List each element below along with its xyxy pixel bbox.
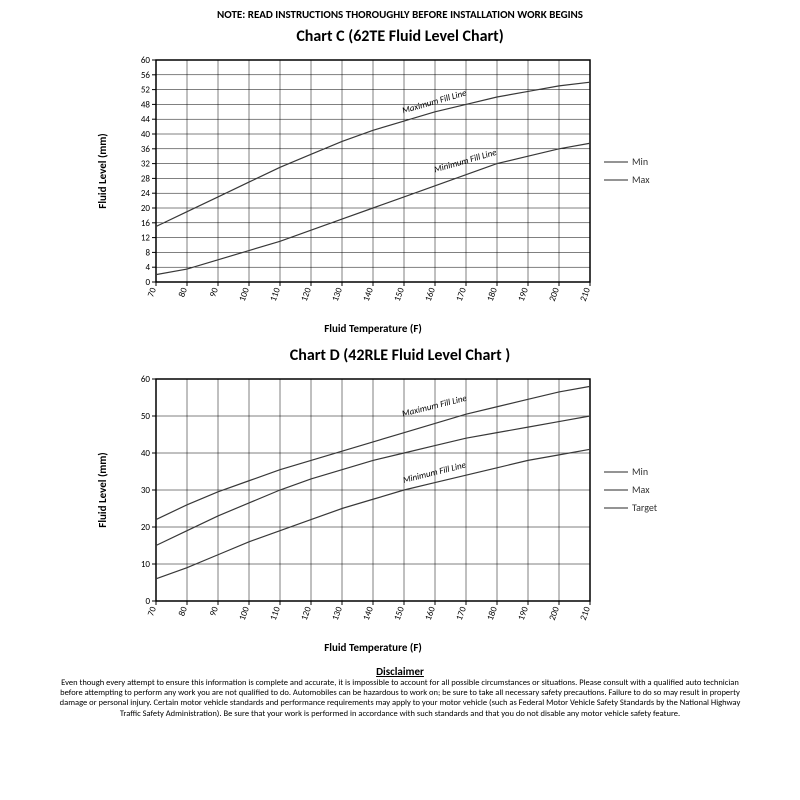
svg-text:Max: Max xyxy=(632,173,650,186)
svg-text:40: 40 xyxy=(141,448,151,459)
svg-text:100: 100 xyxy=(237,605,252,622)
svg-text:120: 120 xyxy=(299,605,314,622)
svg-text:180: 180 xyxy=(485,286,500,303)
svg-text:Fluid Level (mm): Fluid Level (mm) xyxy=(96,452,109,527)
svg-text:36: 36 xyxy=(141,144,151,155)
svg-text:12: 12 xyxy=(141,233,151,244)
svg-text:80: 80 xyxy=(176,605,190,618)
svg-text:20: 20 xyxy=(141,203,151,214)
svg-text:210: 210 xyxy=(578,286,593,303)
svg-text:Min: Min xyxy=(632,155,648,168)
svg-text:130: 130 xyxy=(330,605,345,622)
svg-text:90: 90 xyxy=(207,605,221,618)
svg-text:4: 4 xyxy=(145,262,150,273)
svg-text:0: 0 xyxy=(145,596,150,607)
svg-text:28: 28 xyxy=(141,173,151,184)
svg-text:Fluid Level (mm): Fluid Level (mm) xyxy=(96,133,109,208)
svg-text:56: 56 xyxy=(141,70,151,81)
page: NOTE: READ INSTRUCTIONS THOROUGHLY BEFOR… xyxy=(0,0,800,800)
svg-text:110: 110 xyxy=(268,286,283,303)
svg-text:Minimum Fill Line: Minimum Fill Line xyxy=(433,147,499,176)
svg-text:80: 80 xyxy=(176,286,190,299)
svg-text:140: 140 xyxy=(361,286,376,303)
svg-text:200: 200 xyxy=(547,605,562,622)
chart-c-block: 7080901001101201301401501601701801902002… xyxy=(40,48,760,338)
svg-text:10: 10 xyxy=(141,559,151,570)
svg-text:0: 0 xyxy=(145,277,150,288)
svg-text:140: 140 xyxy=(361,605,376,622)
svg-text:Fluid Temperature (F): Fluid Temperature (F) xyxy=(324,641,422,654)
svg-text:Max: Max xyxy=(632,483,650,496)
svg-text:190: 190 xyxy=(516,286,531,303)
svg-text:90: 90 xyxy=(207,286,221,299)
chart-c-title: Chart C (62TE Fluid Level Chart) xyxy=(40,27,760,46)
svg-text:50: 50 xyxy=(141,411,151,422)
svg-text:210: 210 xyxy=(578,605,593,622)
svg-text:160: 160 xyxy=(423,286,438,303)
chart-c: 7080901001101201301401501601701801902002… xyxy=(90,48,710,338)
svg-text:170: 170 xyxy=(454,286,469,303)
chart-d: 7080901001101201301401501601701801902002… xyxy=(90,367,710,657)
svg-text:130: 130 xyxy=(330,286,345,303)
svg-text:48: 48 xyxy=(141,99,151,110)
svg-text:190: 190 xyxy=(516,605,531,622)
svg-text:8: 8 xyxy=(145,247,150,258)
svg-text:Min: Min xyxy=(632,465,648,478)
chart-d-block: 7080901001101201301401501601701801902002… xyxy=(40,367,760,657)
svg-text:150: 150 xyxy=(392,605,407,622)
disclaimer-body: Even though every attempt to ensure this… xyxy=(40,678,760,719)
svg-text:30: 30 xyxy=(141,485,151,496)
svg-text:60: 60 xyxy=(141,55,151,66)
svg-text:120: 120 xyxy=(299,286,314,303)
svg-text:16: 16 xyxy=(141,218,151,229)
svg-text:52: 52 xyxy=(141,85,151,96)
svg-text:Minimum Fill Line: Minimum Fill Line xyxy=(402,459,468,485)
svg-text:24: 24 xyxy=(141,188,151,199)
svg-text:200: 200 xyxy=(547,286,562,303)
svg-text:Fluid Temperature (F): Fluid Temperature (F) xyxy=(324,322,422,335)
svg-text:180: 180 xyxy=(485,605,500,622)
svg-text:60: 60 xyxy=(141,374,151,385)
svg-text:170: 170 xyxy=(454,605,469,622)
top-note: NOTE: READ INSTRUCTIONS THOROUGHLY BEFOR… xyxy=(40,8,760,21)
svg-text:40: 40 xyxy=(141,129,151,140)
svg-text:110: 110 xyxy=(268,605,283,622)
svg-text:44: 44 xyxy=(141,114,151,125)
svg-text:20: 20 xyxy=(141,522,151,533)
svg-text:Maximum Fill Line: Maximum Fill Line xyxy=(401,393,469,420)
svg-text:160: 160 xyxy=(423,605,438,622)
svg-text:Target: Target xyxy=(632,501,658,514)
svg-text:150: 150 xyxy=(392,286,407,303)
disclaimer-heading: Disclaimer xyxy=(40,665,760,678)
svg-text:32: 32 xyxy=(141,159,151,170)
chart-d-title: Chart D (42RLE Fluid Level Chart ) xyxy=(40,346,760,365)
svg-text:100: 100 xyxy=(237,286,252,303)
